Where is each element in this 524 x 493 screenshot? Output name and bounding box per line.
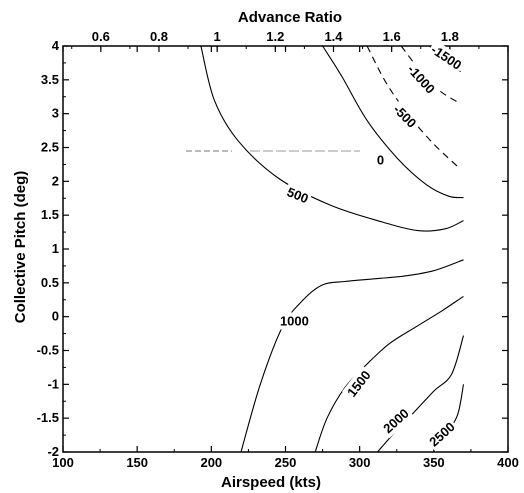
x-tick-label: 150 (126, 455, 148, 470)
x-tick-label: 350 (423, 455, 445, 470)
x2-axis-title: Advance Ratio (238, 9, 342, 26)
contour-label: 0 (377, 152, 384, 167)
contour-line-1500 (314, 295, 464, 453)
contour-label-background (424, 416, 460, 452)
y-axis-title: Collective Pitch (deg) (12, 171, 29, 324)
x2-tick-label: 1.8 (441, 29, 459, 44)
x2-tick-label: 1.2 (266, 29, 284, 44)
y-tick-label: -0.5 (37, 343, 59, 358)
x2-tick-label: 1 (214, 29, 221, 44)
y-tick-label: 1 (52, 241, 59, 256)
x2-tick-label: 0.8 (150, 29, 168, 44)
axes-group: 100 150 200 250 300 350 400 -2 -1.5 -1 -0.5 0 0.5 1 1.… (37, 29, 519, 470)
y-tick-label: 0 (52, 309, 59, 324)
x2-tick-label: 1.4 (324, 29, 343, 44)
contour-label-background (342, 365, 376, 402)
contour-label-background (374, 151, 387, 169)
contour-label-background (378, 403, 414, 439)
y-tick-label: 0.5 (41, 275, 59, 290)
x2-tick-label: 0.6 (92, 29, 110, 44)
contour-line-500 (200, 45, 464, 232)
contour-line-neg500 (366, 45, 461, 170)
contour-label-background (426, 39, 467, 75)
x2-tick-label: 1.6 (383, 29, 401, 44)
y-tick-label: -1.5 (37, 410, 59, 425)
contour-label-background (282, 182, 313, 208)
x-axis-title: Airspeed (kts) (221, 474, 321, 491)
y-tick-label: 3.5 (41, 72, 59, 87)
plot-frame (62, 45, 509, 453)
y-tick-label: 3 (52, 106, 59, 121)
y-tick-label: -1 (47, 376, 59, 391)
contour-label-background (277, 312, 311, 330)
x-tick-label: 100 (52, 455, 74, 470)
contour-label-background (388, 99, 422, 133)
x-tick-label: 200 (200, 455, 222, 470)
y-tick-label: 2 (52, 173, 59, 188)
x-tick-label: 400 (497, 455, 519, 470)
x-tick-label: 300 (349, 455, 371, 470)
x-tick-label: 250 (275, 455, 297, 470)
contour-line-1000 (240, 259, 464, 453)
contour-label-background (402, 59, 441, 99)
y-tick-label: -2 (47, 444, 59, 459)
y-tick-label: 1.5 (41, 207, 59, 222)
y-tick-label: 4 (52, 38, 60, 53)
contour-label: 1000 (280, 314, 309, 329)
y-tick-label: 2.5 (41, 140, 59, 155)
contour-lines-group (200, 45, 465, 453)
contour-line-0 (322, 45, 464, 199)
